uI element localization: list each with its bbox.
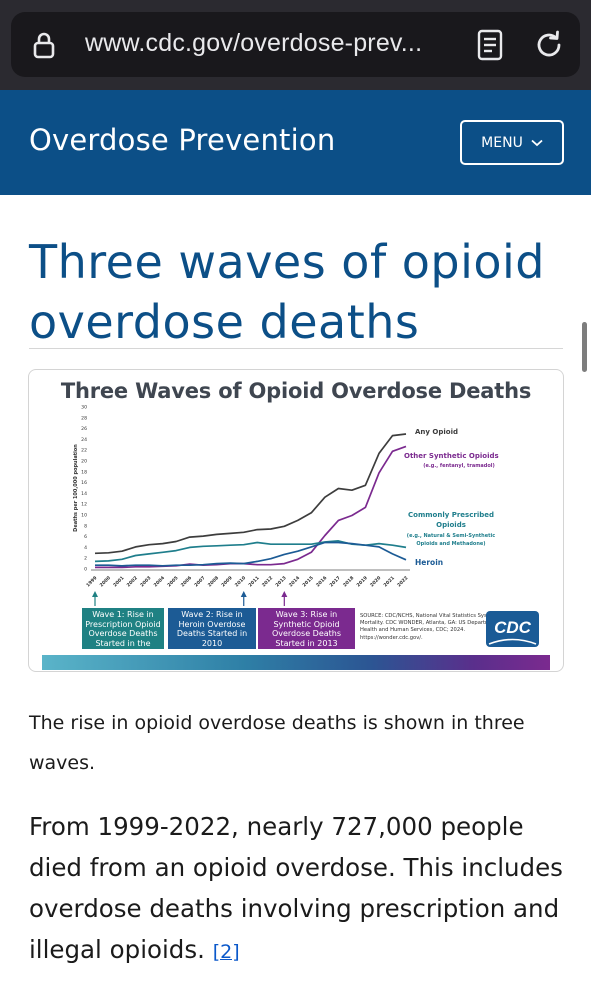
cdc-logo-text: CDC	[494, 618, 532, 637]
legend-synthetic-opioids: Other Synthetic Opioids	[404, 452, 499, 460]
legend-heroin: Heroin	[415, 558, 443, 567]
legend-synthetic-note: (e.g., fentanyl, tramadol)	[423, 463, 495, 469]
lock-icon[interactable]	[29, 30, 59, 60]
x-tick-label: 2008	[207, 575, 220, 588]
x-tick-label: 2001	[112, 575, 125, 588]
x-tick-label: 2022	[396, 575, 409, 588]
wave-3-arrow-head	[281, 591, 288, 597]
wave-1-arrow-head	[92, 591, 98, 597]
series-line-2	[95, 445, 407, 569]
x-tick-label: 2012	[261, 575, 274, 588]
legend-prescribed-opioids-2: Opioids	[436, 521, 466, 529]
y-tick-label: 28	[81, 415, 87, 421]
wave-1-box: Wave 1: Rise in Prescription Opioid Over…	[82, 608, 164, 657]
scrollbar-thumb[interactable]	[582, 322, 587, 372]
series-line-4	[95, 541, 407, 567]
y-tick-label: 2	[84, 556, 87, 562]
y-tick-label: 18	[81, 469, 87, 475]
y-tick-label: 0	[84, 567, 87, 573]
wave-2-label: Wave 2: Rise in Heroin Overdose Deaths S…	[176, 610, 248, 648]
site-title[interactable]: Overdose Prevention	[29, 123, 336, 157]
paragraph-text: From 1999-2022, nearly 727,000 people di…	[29, 812, 563, 964]
chart-source-note: SOURCE: CDC/NCHS, National Vital Statist…	[360, 613, 506, 641]
legend-prescribed-opioids: Commonly Prescribed	[408, 511, 494, 519]
menu-button[interactable]: MENU	[460, 120, 564, 165]
legend-any-opioid: Any Opioid	[415, 428, 458, 436]
address-bar[interactable]: www.cdc.gov/overdose-prev...	[11, 12, 580, 77]
x-tick-label: 2015	[301, 575, 314, 588]
reader-mode-icon[interactable]	[476, 29, 504, 61]
chevron-down-icon	[531, 139, 543, 146]
x-tick-label: 2016	[315, 575, 328, 588]
x-tick-label: 2010	[234, 575, 247, 588]
x-tick-label: 2019	[356, 575, 369, 588]
decorative-gradient-bar	[42, 655, 550, 670]
three-waves-figure[interactable]: 0 2 4 6 8 10 12 14 16 18 20 22 24 26 28 30 Deaths per 10…	[28, 369, 564, 672]
y-tick-label: 30	[81, 405, 87, 411]
y-tick-label: 20	[81, 459, 87, 465]
x-tick-label: 2017	[329, 575, 342, 588]
x-tick-label: 1999	[85, 575, 98, 588]
y-tick-label: 24	[81, 437, 87, 443]
chart-title: Three Waves of Opioid Overdose Deaths	[60, 379, 532, 403]
x-tick-label: 2004	[153, 575, 166, 588]
y-tick-label: 4	[84, 545, 87, 551]
y-axis-label: Deaths per 100,000 population	[73, 444, 79, 532]
y-tick-label: 12	[81, 502, 87, 508]
reload-icon[interactable]	[533, 29, 565, 61]
y-tick-label: 22	[81, 448, 87, 454]
y-tick-label: 6	[84, 534, 87, 540]
x-tick-label: 2020	[369, 575, 382, 588]
y-tick-label: 26	[81, 426, 87, 432]
y-tick-label: 10	[81, 513, 87, 519]
x-tick-label: 2009	[220, 575, 233, 588]
body-paragraph: From 1999-2022, nearly 727,000 people di…	[29, 806, 574, 973]
y-tick-label: 16	[81, 480, 87, 486]
cdc-logo: CDC	[486, 611, 539, 647]
wave-2-arrow-head	[240, 591, 247, 597]
x-tick-label: 2014	[288, 575, 301, 588]
figure-caption: The rise in opioid overdose deaths is sh…	[29, 712, 525, 774]
reference-link[interactable]: [2]	[212, 941, 240, 963]
x-tick-label: 2006	[180, 575, 193, 588]
menu-button-label: MENU	[481, 134, 523, 151]
legend-prescribed-note-2: Opioids and Methadone)	[416, 541, 485, 547]
series-line-1	[94, 433, 407, 555]
x-tick-label: 2013	[274, 575, 287, 588]
page-heading: Three waves of opioid overdose deaths	[29, 235, 546, 349]
heading-divider	[29, 348, 563, 349]
wave-3-label: Wave 3: Rise in Synthetic Opioid Overdos…	[271, 610, 342, 648]
x-tick-label: 2011	[247, 575, 260, 588]
browser-toolbar: www.cdc.gov/overdose-prev...	[0, 0, 591, 90]
url-text[interactable]: www.cdc.gov/overdose-prev...	[85, 29, 423, 57]
x-tick-label: 2002	[126, 575, 139, 588]
x-tick-label: 2005	[166, 575, 179, 588]
x-tick-label: 2000	[99, 575, 112, 588]
x-tick-label: 2021	[383, 575, 396, 588]
x-tick-label: 2003	[139, 575, 152, 588]
site-header: Overdose Prevention MENU	[0, 90, 591, 195]
y-tick-label: 14	[81, 491, 87, 497]
wave-3-box: Wave 3: Rise in Synthetic Opioid Overdos…	[258, 608, 355, 649]
x-tick-label: 2007	[193, 575, 206, 588]
x-tick-label: 2018	[342, 575, 355, 588]
wave-2-box: Wave 2: Rise in Heroin Overdose Deaths S…	[168, 608, 256, 649]
legend-prescribed-note-1: (e.g., Natural & Semi-Synthetic	[407, 533, 495, 539]
wave-1-label: Wave 1: Rise in Prescription Opioid Over…	[85, 610, 161, 657]
y-tick-label: 8	[84, 523, 87, 529]
